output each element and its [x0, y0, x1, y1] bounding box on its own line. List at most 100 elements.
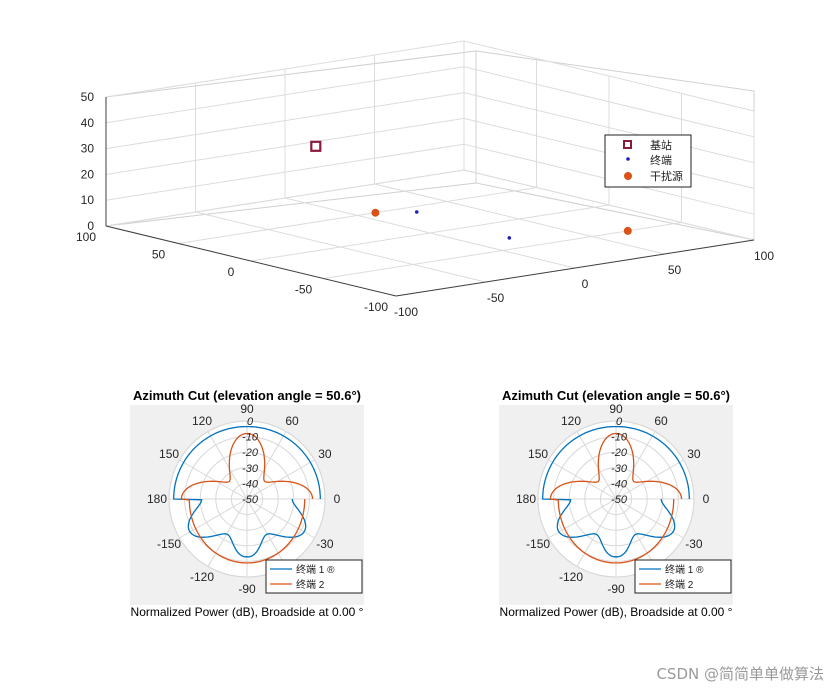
z-tick-label: 20: [81, 167, 95, 181]
interferer-marker: [371, 208, 380, 217]
z-tick-label: 10: [81, 193, 95, 207]
grid-line: [105, 40, 755, 112]
angle-tick-label: 0: [703, 492, 710, 506]
polar-title: Azimuth Cut (elevation angle = 50.6°): [502, 388, 730, 403]
radial-tick-label: 0: [247, 416, 254, 428]
angle-tick-label: -150: [157, 537, 181, 551]
angle-tick-label: 60: [285, 414, 299, 428]
legend-label: 终端: [650, 153, 672, 167]
polar-grid: [537, 420, 695, 578]
legend-label: 干扰源: [650, 169, 683, 183]
interferer-marker: [623, 226, 632, 235]
angle-tick-label: -120: [190, 570, 214, 584]
legend-label: 基站: [650, 138, 672, 152]
z-tick-label: 50: [81, 90, 95, 104]
y-tick-label: 50: [152, 248, 166, 262]
radial-tick-label: -20: [242, 447, 259, 459]
polar-plot-2: Azimuth Cut (elevation angle = 50.6°) 90…: [499, 388, 733, 619]
radial-tick-label: -30: [242, 463, 259, 475]
angle-tick-label: 120: [192, 414, 212, 428]
radial-tick-label: -50: [611, 494, 628, 506]
grid-line: [105, 66, 755, 138]
grid-line: [178, 187, 537, 244]
polar-spoke: [615, 459, 684, 500]
x-tick-label: -50: [487, 291, 505, 305]
y-tick-label: 0: [228, 265, 235, 279]
z-tick-label: 40: [81, 116, 95, 130]
legend-marker-circle: [624, 172, 632, 180]
angle-tick-label: 180: [516, 492, 536, 506]
radial-tick-label: -10: [242, 432, 259, 444]
polar-legend: 终端 1 ® 终端 2: [265, 559, 363, 594]
x-tick-label: 0: [582, 277, 589, 291]
terminal-marker: [507, 236, 512, 240]
radial-tick-label: -20: [611, 447, 628, 459]
angle-tick-label: -90: [238, 582, 256, 596]
angle-tick-label: -30: [316, 537, 334, 551]
angle-tick-label: 90: [240, 402, 254, 416]
polar-spoke: [576, 498, 617, 567]
polar-xlabel: Normalized Power (dB), Broadside at 0.00…: [131, 605, 364, 619]
polar-series-2: [549, 432, 683, 564]
polar-spoke: [615, 498, 656, 567]
polar-curves: [542, 425, 690, 564]
angle-tick-label: -120: [559, 570, 583, 584]
radial-tick-label: -40: [242, 478, 259, 490]
polar-spoke: [246, 459, 315, 500]
polar-series-1: [542, 425, 690, 558]
angle-tick-label: -30: [685, 537, 703, 551]
angle-tick-label: 30: [318, 447, 332, 461]
radial-tick-label: -40: [611, 478, 628, 490]
tick-labels-3d: -100 -50 0 50 100 100 50 0 -50 -100 0 10 20 30 40 50: [76, 90, 774, 319]
legend-marker-dot: [626, 157, 630, 161]
y-tick-label: -100: [364, 300, 388, 314]
radial-tick-label: 0: [616, 416, 623, 428]
polar-xlabel: Normalized Power (dB), Broadside at 0.00…: [500, 605, 733, 619]
legend-label: 终端 2: [665, 578, 694, 591]
angle-tick-label: 150: [159, 447, 179, 461]
polar-spoke: [179, 459, 248, 500]
polar-spoke: [615, 498, 684, 539]
radial-tick-label: -30: [611, 463, 628, 475]
polar-spoke: [246, 498, 315, 539]
polar-spoke: [246, 431, 287, 500]
legend-box: [265, 559, 363, 594]
angle-tick-label: 120: [561, 414, 581, 428]
y-tick-label: 100: [76, 230, 96, 244]
angle-tick-label: -90: [607, 582, 625, 596]
z-tick-label: 30: [81, 142, 95, 156]
polar-spoke: [246, 498, 287, 567]
scatter3d-axes: -100 -50 0 50 100 100 50 0 -50 -100 0 10 20 30 40 50 基站…: [76, 40, 774, 319]
polar-curves: [173, 425, 321, 564]
angle-tick-label: 0: [334, 492, 341, 506]
legend-box: [634, 559, 732, 594]
angle-tick-label: 60: [654, 414, 668, 428]
polar-legend: 终端 1 ® 终端 2: [634, 559, 732, 594]
angle-tick-label: 180: [147, 492, 167, 506]
polar-series-2: [180, 432, 314, 564]
radial-tick-label: -50: [242, 494, 259, 506]
polar-title: Azimuth Cut (elevation angle = 50.6°): [133, 388, 361, 403]
x-tick-label: -100: [394, 305, 418, 319]
x-tick-label: 50: [668, 263, 682, 277]
y-axis-line: [105, 225, 397, 297]
angle-tick-label: 90: [609, 402, 623, 416]
legend-3d: 基站 终端 干扰源: [604, 134, 692, 188]
grid-line: [105, 143, 755, 215]
terminal-marker: [414, 210, 419, 214]
grid-line: [105, 169, 755, 241]
grid-lines-3d: [105, 40, 755, 297]
legend-marker-square: [623, 140, 632, 149]
legend-label: 终端 1 ®: [296, 563, 335, 576]
polar-spoke: [207, 431, 248, 500]
z-tick-label: 0: [87, 219, 94, 233]
angle-tick-label: -150: [526, 537, 550, 551]
legend-label: 终端 2: [296, 578, 325, 591]
polar-spoke: [548, 459, 617, 500]
grid-line: [250, 204, 610, 262]
watermark: CSDN @简简单单做算法: [656, 665, 824, 683]
angle-tick-label: 150: [528, 447, 548, 461]
x-tick-label: 100: [754, 249, 774, 263]
